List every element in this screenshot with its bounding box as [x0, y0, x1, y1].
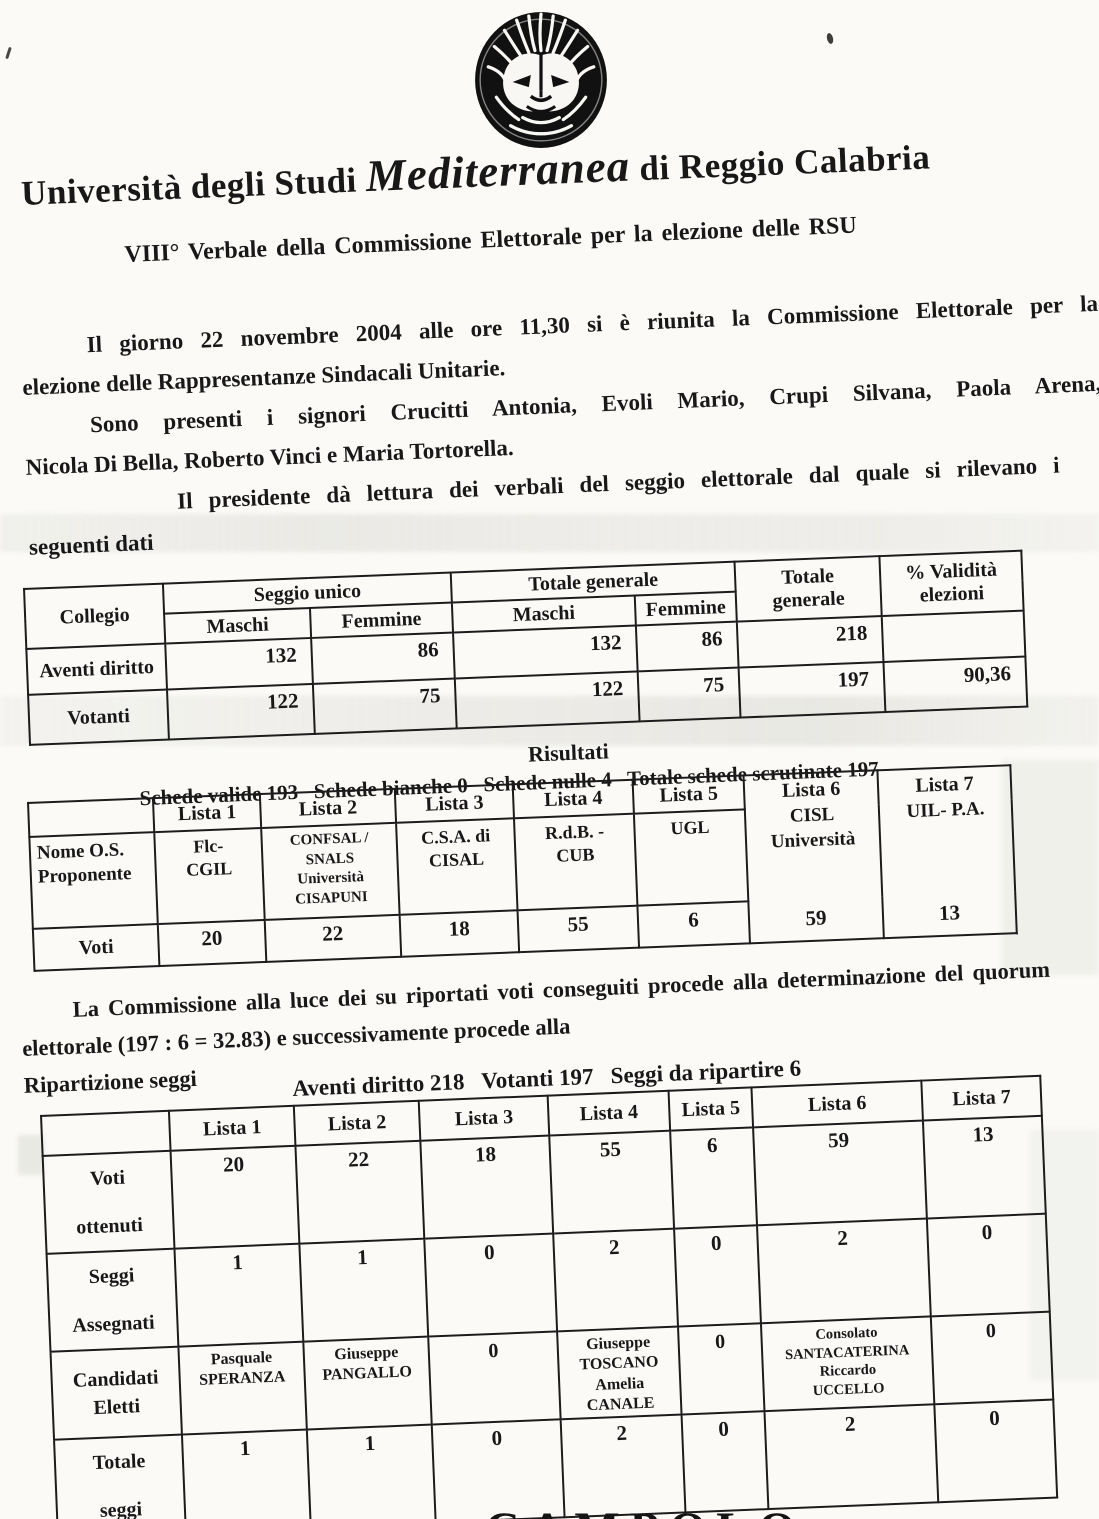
t2-lista-name: CONFSAL / SNALS Università CISAPUNI	[261, 822, 400, 920]
t3-row-label: Seggi Assegnati	[46, 1248, 179, 1352]
scan-speck	[825, 32, 835, 45]
t3-candidate-cell: 0	[678, 1323, 765, 1415]
t1-cell: 132	[165, 637, 313, 690]
footer-partial-stamp: CAMPOLO	[485, 1502, 806, 1519]
scan-speck	[5, 46, 12, 60]
t2-lista-name: R.d.B. - CUB	[513, 813, 638, 911]
t2-merged-lista6: Lista 6 CISL Università 59	[743, 770, 884, 944]
t2-voti-value: 22	[264, 914, 402, 962]
t3-cell: 1	[174, 1243, 304, 1347]
t3-cell: 20	[170, 1145, 300, 1249]
t3-cell: 0	[424, 1233, 558, 1337]
t3-cell: 2	[757, 1218, 931, 1324]
t2-header-lista: Lista 1	[152, 794, 262, 833]
t1-cell	[881, 610, 1026, 663]
t3-cell: 0	[681, 1411, 769, 1513]
t2-lista-name: C.S.A. di CISAL	[396, 818, 518, 915]
t2-voti-value: 13	[938, 899, 961, 925]
t2-lista-name: UIL- P.A.	[906, 798, 985, 823]
intro-paragraph: Il giorno 22 novembre 2004 alle ore 11,3…	[20, 284, 1099, 568]
t3-cell: 59	[753, 1120, 927, 1226]
t2-merged-lista7: Lista 7 UIL- P.A. 13	[877, 765, 1017, 939]
t3-header-lista: Lista 7	[921, 1075, 1042, 1121]
t1-header-collegio: Collegio	[24, 583, 166, 649]
t3-row-label: Totale seggi	[54, 1434, 186, 1519]
t3-cell: 22	[295, 1140, 425, 1244]
t2-lista-name: Flc- CGIL	[154, 828, 265, 925]
t2-voti-value: 20	[157, 919, 267, 967]
t3-cell: 1	[181, 1429, 311, 1519]
t1-cell: 75	[312, 678, 457, 734]
t3-cell: 1	[299, 1238, 429, 1342]
t3-cell: 55	[549, 1130, 675, 1234]
scan-speck	[660, 486, 665, 491]
t1-header-validita: % Validità elezioni	[879, 550, 1024, 617]
t3-cell: 0	[674, 1225, 761, 1327]
t3-header-lista: Lista 2	[293, 1100, 421, 1146]
t3-header-lista: Lista 6	[751, 1080, 923, 1128]
t3-candidate-cell: Consolato SANTACATERINA Riccardo UCCELLO	[760, 1316, 935, 1412]
t2-voti-value: 6	[637, 901, 750, 948]
t1-cell: 197	[738, 662, 886, 718]
t3-cell: 2	[553, 1228, 679, 1332]
t1-cell: 132	[453, 625, 638, 679]
t3-row-label: Candidati Eletti	[50, 1346, 182, 1440]
university-lion-logo-icon	[470, 8, 612, 150]
ripartizione-seggi-table: Lista 1 Lista 2 Lista 3 Lista 4 Lista 5 …	[40, 1075, 1058, 1519]
t3-candidate-cell: 0	[428, 1331, 561, 1425]
t2-voti-value: 18	[399, 910, 520, 957]
t2-lista-name: UGL	[633, 809, 749, 906]
t3-cell: 2	[764, 1404, 939, 1509]
t1-cell: 122	[454, 671, 640, 729]
t1-cell: 90,36	[883, 656, 1028, 712]
t1-subheader-femmine: Femmine	[634, 591, 737, 626]
t2-header-lista: Lista 4	[512, 779, 634, 819]
t3-cell: 0	[934, 1399, 1058, 1503]
t2-lista-name: CISL Università	[770, 804, 856, 853]
t3-cell: 18	[420, 1135, 554, 1239]
t1-cell: 218	[736, 616, 884, 668]
t3-header-lista: Lista 1	[168, 1105, 296, 1151]
t1-cell: 86	[311, 632, 455, 684]
collegio-summary-table: Collegio Seggio unico Totale generale To…	[23, 550, 1028, 746]
university-heading-pre: Università degli Studi	[20, 160, 358, 213]
t3-candidate-cell: Pasquale SPERANZA	[178, 1341, 307, 1435]
t3-header-lista: Lista 5	[668, 1087, 754, 1131]
t3-cell: 6	[670, 1127, 758, 1229]
t3-header-lista: Lista 3	[418, 1095, 550, 1141]
t1-cell: 75	[637, 667, 741, 722]
t1-row-label: Aventi diritto	[26, 643, 168, 695]
t3-corner-cell	[41, 1110, 171, 1156]
t3-candidate-cell: 0	[930, 1311, 1054, 1405]
t3-cell: 1	[306, 1424, 436, 1519]
t3-candidate-cell: Giuseppe PANGALLO	[303, 1336, 432, 1430]
risultati-table: Lista 1 Lista 2 Lista 3 Lista 4 Lista 5 …	[27, 764, 1018, 972]
t1-cell: 122	[167, 683, 315, 740]
t2-header-lista: Lista 5	[632, 775, 745, 814]
t2-header-lista: Lista 2	[259, 788, 397, 829]
t1-row-label: Votanti	[28, 689, 169, 745]
document-title: VIII° Verbale della Commissione Elettora…	[124, 212, 858, 268]
t3-row-label: Voti ottenuti	[42, 1150, 175, 1254]
t3-cell: 0	[926, 1213, 1050, 1317]
t2-header-lista: Lista 3	[394, 784, 514, 823]
t2-voti-value: 55	[517, 905, 640, 953]
t1-cell: 86	[635, 621, 739, 672]
t3-cell: 13	[922, 1115, 1046, 1219]
t2-row-label-nome: Nome O.S. Proponente	[29, 832, 158, 929]
university-heading-post: di Reggio Calabria	[638, 137, 931, 189]
t2-voti-value: 59	[805, 904, 827, 930]
t3-candidate-cell: Giuseppe TOSCANO Amelia CANALE	[557, 1326, 682, 1420]
scan-smudge	[1002, 760, 1099, 975]
t3-header-lista: Lista 4	[547, 1090, 671, 1136]
t2-row-label-voti: Voti	[32, 924, 160, 971]
t1-header-totale-generale: Totale generale	[734, 556, 882, 622]
t2-corner-cell	[28, 798, 155, 837]
university-heading-emphasis: Mediterranea	[364, 140, 632, 202]
